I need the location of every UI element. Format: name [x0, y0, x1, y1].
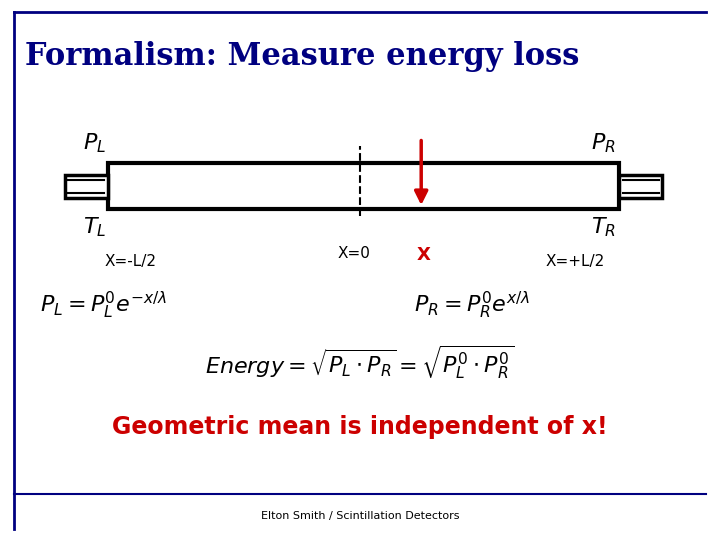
- Text: X: X: [416, 246, 430, 264]
- Text: X=0: X=0: [338, 246, 371, 261]
- Text: Formalism: Measure energy loss: Formalism: Measure energy loss: [25, 40, 580, 71]
- Text: $P_R$: $P_R$: [591, 131, 616, 155]
- Text: Elton Smith / Scintillation Detectors: Elton Smith / Scintillation Detectors: [261, 511, 459, 521]
- Text: X=+L/2: X=+L/2: [546, 254, 605, 269]
- Text: $P_L = P_L^0 e^{-x/\lambda}$: $P_L = P_L^0 e^{-x/\lambda}$: [40, 289, 167, 321]
- Text: $T_L$: $T_L$: [83, 215, 106, 239]
- Bar: [65, 175, 108, 198]
- Bar: [619, 175, 662, 198]
- Text: $Energy = \sqrt{P_L \cdot P_R} = \sqrt{P_L^0 \cdot P_R^0}$: $Energy = \sqrt{P_L \cdot P_R} = \sqrt{P…: [205, 343, 515, 381]
- Text: $P_L$: $P_L$: [83, 131, 106, 155]
- Text: $T_R$: $T_R$: [590, 215, 616, 239]
- Bar: [108, 163, 619, 209]
- Text: $P_R = P_R^0 e^{x/\lambda}$: $P_R = P_R^0 e^{x/\lambda}$: [414, 289, 531, 321]
- Text: Geometric mean is independent of x!: Geometric mean is independent of x!: [112, 415, 608, 438]
- Text: X=-L/2: X=-L/2: [104, 254, 156, 269]
